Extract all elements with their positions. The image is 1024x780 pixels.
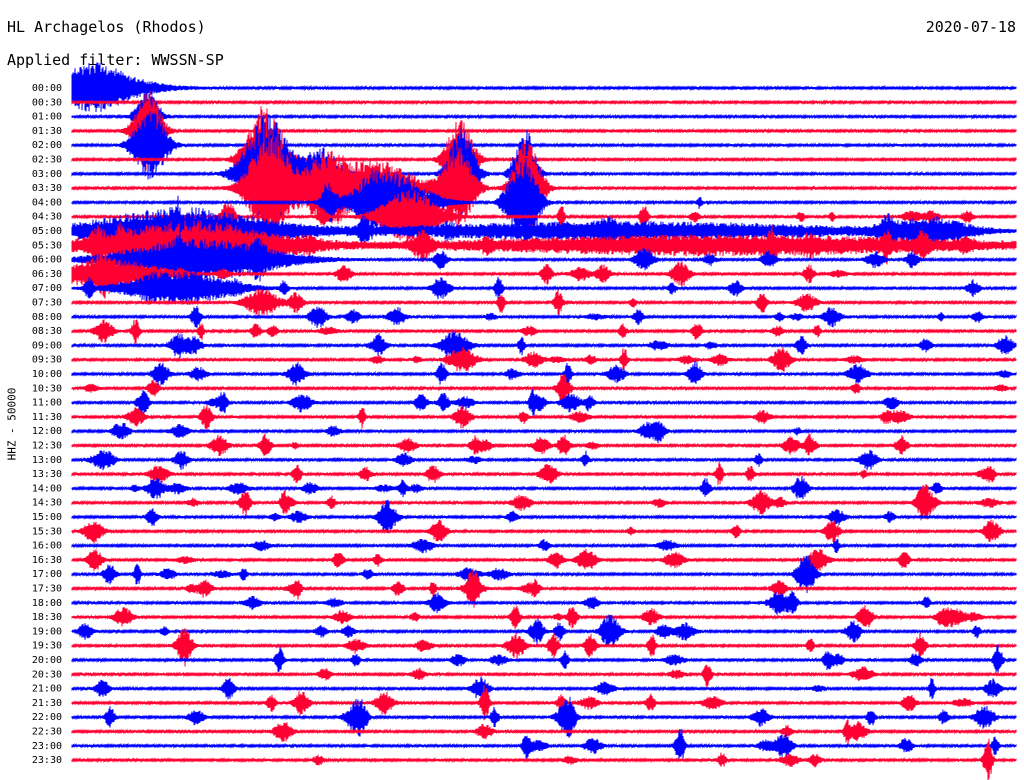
row-time-label: 19:00 bbox=[32, 626, 62, 637]
row-time-label: 08:30 bbox=[32, 326, 62, 337]
row-time-label: 22:30 bbox=[32, 727, 62, 738]
row-time-label: 02:30 bbox=[32, 155, 62, 166]
seismogram-trace-0100 bbox=[71, 89, 1017, 147]
row-time-label: 05:30 bbox=[32, 240, 62, 251]
row-time-label: 14:00 bbox=[32, 483, 62, 494]
row-time-label: 15:00 bbox=[32, 512, 62, 523]
row-time-label: 03:00 bbox=[32, 169, 62, 180]
row-time-label: 12:30 bbox=[32, 441, 62, 452]
row-time-label: 13:00 bbox=[32, 455, 62, 466]
row-time-label: 09:00 bbox=[32, 340, 62, 351]
row-time-label: 21:00 bbox=[32, 684, 62, 695]
row-time-label: 15:30 bbox=[32, 526, 62, 537]
row-time-label: 18:30 bbox=[32, 612, 62, 623]
row-time-label: 00:30 bbox=[32, 97, 62, 108]
row-time-label: 23:00 bbox=[32, 741, 62, 752]
row-time-label: 17:30 bbox=[32, 584, 62, 595]
row-time-label: 01:00 bbox=[32, 112, 62, 123]
row-time-label: 04:00 bbox=[32, 197, 62, 208]
row-time-label: 19:30 bbox=[32, 641, 62, 652]
seismogram-trace-0000 bbox=[71, 62, 1017, 113]
seismogram-trace-0330 bbox=[71, 136, 1017, 242]
record-date: 2020-07-18 bbox=[925, 18, 1016, 36]
row-time-label: 10:00 bbox=[32, 369, 62, 380]
row-time-label: 02:00 bbox=[32, 140, 62, 151]
row-time-label: 03:30 bbox=[32, 183, 62, 194]
row-time-label: 22:00 bbox=[32, 712, 62, 723]
row-time-label: 00:00 bbox=[32, 83, 62, 94]
row-time-label: 17:00 bbox=[32, 569, 62, 580]
row-time-label: 11:30 bbox=[32, 412, 62, 423]
row-time-label: 20:00 bbox=[32, 655, 62, 666]
row-time-labels: 00:00 00:30 01:00 01:30 02:00 02:30 03:00 03:30… bbox=[32, 83, 62, 766]
row-time-label: 07:30 bbox=[32, 298, 62, 309]
row-time-label: 23:30 bbox=[32, 755, 62, 766]
row-time-label: 12:00 bbox=[32, 426, 62, 437]
row-time-label: 16:00 bbox=[32, 541, 62, 552]
row-time-label: 14:30 bbox=[32, 498, 62, 509]
row-time-label: 21:30 bbox=[32, 698, 62, 709]
row-time-label: 01:30 bbox=[32, 126, 62, 137]
row-time-label: 06:00 bbox=[32, 255, 62, 266]
row-time-label: 08:00 bbox=[32, 312, 62, 323]
seismogram-trace-2030 bbox=[71, 664, 1017, 688]
row-time-label: 16:30 bbox=[32, 555, 62, 566]
row-time-label: 13:30 bbox=[32, 469, 62, 480]
row-time-label: 05:00 bbox=[32, 226, 62, 237]
station-title: HL Archagelos (Rhodos) bbox=[7, 18, 206, 36]
row-time-label: 04:30 bbox=[32, 212, 62, 223]
row-time-label: 10:30 bbox=[32, 383, 62, 394]
row-time-label: 20:30 bbox=[32, 669, 62, 680]
row-time-label: 06:30 bbox=[32, 269, 62, 280]
row-time-label: 07:00 bbox=[32, 283, 62, 294]
row-time-label: 09:30 bbox=[32, 355, 62, 366]
row-time-label: 11:00 bbox=[32, 398, 62, 409]
filter-label: Applied filter: WWSSN-SP bbox=[7, 51, 224, 69]
seismogram-traces bbox=[71, 62, 1017, 780]
row-time-label: 18:00 bbox=[32, 598, 62, 609]
